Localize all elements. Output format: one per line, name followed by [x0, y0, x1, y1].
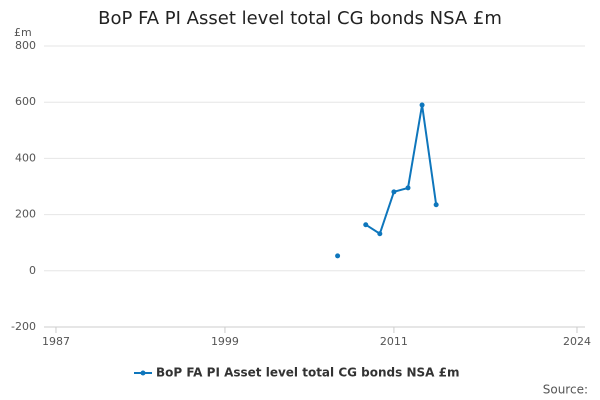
data-point	[405, 185, 411, 191]
y-tick-label: 0	[29, 264, 36, 277]
data-point	[377, 231, 383, 237]
y-tick-label: 200	[15, 208, 36, 221]
y-tick-label: 800	[15, 39, 36, 52]
source: Source:	[543, 383, 588, 397]
legend-marker	[140, 370, 146, 376]
data-point	[335, 253, 341, 259]
chart-title: BoP FA PI Asset level total CG bonds NSA…	[98, 8, 502, 29]
y-axis-label: £m	[14, 26, 32, 39]
data-point	[391, 189, 397, 195]
x-tick-label: 2024	[563, 335, 591, 348]
x-tick-label: 1999	[211, 335, 239, 348]
y-tick-label: 400	[15, 151, 36, 164]
legend-label: BoP FA PI Asset level total CG bonds NSA…	[156, 366, 459, 380]
data-point	[433, 202, 439, 208]
y-tick-label: -200	[11, 320, 36, 333]
y-tick-label: 600	[15, 95, 36, 108]
series-line	[365, 104, 438, 236]
data-point	[419, 102, 425, 108]
x-tick-label: 1987	[42, 335, 70, 348]
x-tick-label: 2011	[380, 335, 408, 348]
data-point	[363, 222, 369, 228]
